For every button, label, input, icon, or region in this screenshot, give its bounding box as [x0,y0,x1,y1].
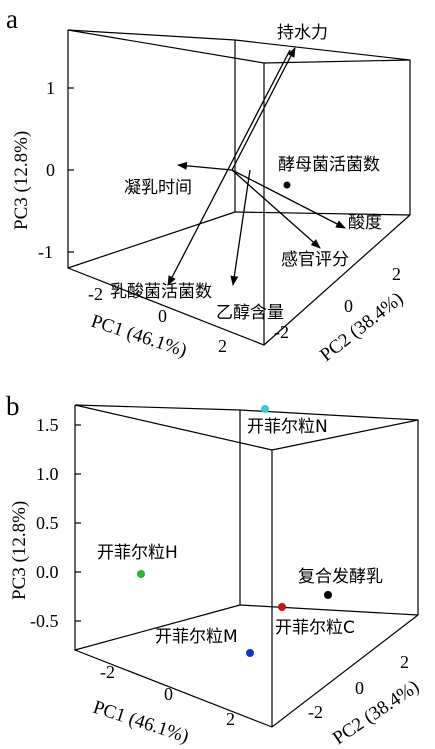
vector-凝乳时间 [177,161,233,171]
panel-a-box [67,29,411,346]
panel-a: a 1 0 -1 PC3 (12.8%) -2 0 2 PC1 [6,4,411,366]
panel-b-ztick-label: -0.5 [30,611,59,631]
vector-label: 酵母菌活菌数 [278,155,380,175]
panel-b-xtick-label: -2 [100,662,115,682]
vector-感官评分 [231,169,321,249]
point-开菲尔粒M [246,649,254,657]
panel-b-floor-right [239,604,419,616]
panel-a-y-axis-label: PC2 (38.4%) [316,288,407,366]
panel-b-back-edge [74,404,419,615]
panel-a-floor-right [234,211,411,216]
panel-a-xtick-label: 0 [158,306,167,326]
panel-b-points [137,405,332,657]
panel-b-ztick-label: 0.0 [36,562,59,582]
panel-a-x-axis-label: PC1 (46.1%) [88,311,189,362]
vector-label: 持水力 [277,23,328,43]
vector-label: 酸度 [348,213,382,233]
panel-b-x-axis-label: PC1 (46.1%) [90,697,191,748]
panel-a-vector-labels: 持水力 酵母菌活菌数 凝乳时间 酸度 感官评分 乳酸菌活菌数 乙醇含量 [110,23,382,323]
panel-b-top-left-edge [74,404,273,451]
vector-label: 凝乳时间 [124,178,192,198]
panel-a-z-axis-label: PC3 (12.8%) [11,131,32,230]
panel-a-top-left-edge [67,29,265,64]
vector-酸度 [231,169,346,229]
panel-a-xtick-label: 2 [218,336,227,356]
panel-b-ytick-label: 0 [355,678,364,698]
point-label: 开菲尔粒N [247,417,328,437]
panel-b-ytick-label: 2 [400,652,409,672]
panel-b-letter: b [6,391,20,421]
panel-b-top-right-edge [271,419,419,451]
panel-b-xtick-label: 0 [164,684,173,704]
panel-a-ytick-label: -2 [274,322,289,342]
vector-label: 乳酸菌活菌数 [110,282,212,302]
point-label: 开菲尔粒M [155,627,238,647]
point-开菲尔粒H [137,570,145,578]
panel-a-y-axis: -2 0 2 PC2 (38.4%) [274,264,407,366]
vector-酵母菌活菌数-point [283,181,291,189]
panel-b-box [74,404,419,728]
vector-label: 乙醇含量 [216,303,284,323]
point-label: 开菲尔粒C [275,618,355,638]
panel-b-y-axis: -2 0 2 PC2 (38.4%) [308,652,423,749]
panel-a-xtick-label: -2 [88,284,103,304]
panel-b-xtick-label: 2 [226,709,235,729]
point-label: 开菲尔粒H [97,543,178,563]
point-复合发酵乳 [324,591,332,599]
panel-b-z-axis-label: PC3 (12.8%) [9,501,30,600]
panel-a-letter: a [6,4,18,34]
panel-a-ytick-label: 2 [392,264,401,284]
vector-持水力 [231,47,296,171]
panel-b-ztick-label: 1.5 [36,415,59,435]
point-label: 复合发酵乳 [298,567,383,587]
panel-a-ztick-label: 0 [46,160,55,180]
panel-b-point-labels: 开菲尔粒N 开菲尔粒H 复合发酵乳 开菲尔粒C 开菲尔粒M [97,417,383,647]
panel-b-ytick-label: -2 [308,702,323,722]
panel-b-x-axis: -2 0 2 PC1 (46.1%) [90,662,235,747]
panel-b-ztick-label: 1.0 [36,464,59,484]
vector-乙醇含量 [230,169,251,286]
panel-a-back-edge [67,29,411,215]
panel-a-ztick-label: 1 [46,78,55,98]
panel-a-vectors [167,47,346,286]
panel-b-y-axis-label: PC2 (38.4%) [329,676,423,749]
panel-a-front-edge [67,30,411,346]
panel-a-top-right-edge [263,59,411,64]
panel-b-ztick-label: 0.5 [36,513,59,533]
vector-乳酸菌活菌数 [167,49,291,286]
panel-b: b 1.5 1.0 0.5 0.0 -0.5 PC3 (12.8%) [6,391,423,749]
point-开菲尔粒N [261,405,269,413]
panel-b-floor-left [74,604,241,651]
vector-label: 感官评分 [281,250,349,270]
panel-a-z-axis: 1 0 -1 PC3 (12.8%) [11,78,74,262]
panel-a-ytick-label: 0 [344,296,353,316]
panel-a-ztick-label: -1 [38,242,53,262]
point-开菲尔粒C [278,603,286,611]
panel-b-front-edge [74,405,419,728]
panel-a-floor-left [67,211,236,269]
panel-b-z-axis: 1.5 1.0 0.5 0.0 -0.5 PC3 (12.8%) [9,415,81,631]
